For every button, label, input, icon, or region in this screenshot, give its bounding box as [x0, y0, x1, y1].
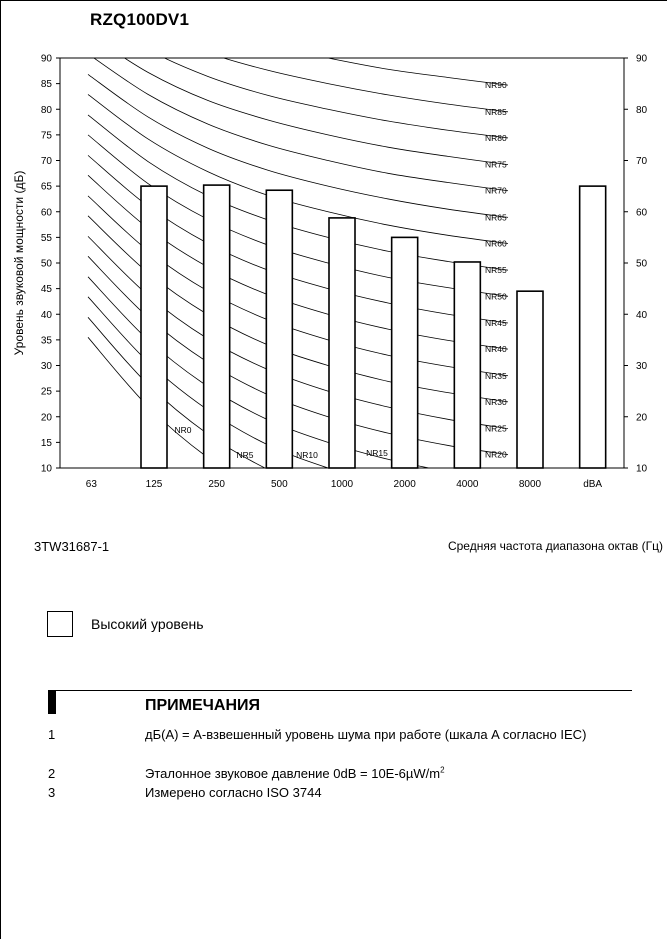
bar — [453, 261, 482, 469]
nr-curve — [222, 58, 509, 113]
nr-curve-label: NR35 — [485, 371, 507, 381]
note-text: Измерено согласно ISO 3744 — [145, 785, 322, 800]
nr-curve-label: NR45 — [485, 318, 507, 328]
nr-curve — [93, 58, 509, 192]
y-tick-label-left: 30 — [41, 361, 53, 372]
bar — [390, 236, 419, 469]
y-tick-label-left: 75 — [41, 130, 53, 141]
nr-curve-label: NR75 — [485, 160, 507, 170]
y-tick-label-right: 50 — [636, 259, 648, 270]
y-tick-label-left: 25 — [41, 387, 53, 398]
x-tick-label: 8000 — [519, 479, 542, 490]
y-tick-label-left: 70 — [41, 156, 53, 167]
bar — [265, 189, 294, 469]
y-tick-label-left: 55 — [41, 233, 53, 244]
y-tick-label-left: 80 — [41, 105, 53, 116]
y-tick-label-left: 85 — [41, 79, 53, 90]
note-number: 3 — [48, 785, 56, 800]
bar — [328, 217, 356, 469]
y-axis-title: Уровень звуковой мощности (дБ) — [12, 171, 26, 356]
note-text: Эталонное звуковое давление 0dB = 10E-6µ… — [145, 766, 625, 782]
bar — [578, 185, 607, 469]
x-tick-label: 125 — [146, 479, 163, 490]
bar — [202, 184, 231, 469]
note-text: дБ(A) = A-взвешенный уровень шума при ра… — [145, 727, 587, 742]
y-tick-label-left: 60 — [41, 207, 53, 218]
x-tick-label: 2000 — [394, 479, 417, 490]
notes-divider — [56, 690, 632, 691]
nr-curve-label: NR30 — [485, 397, 507, 407]
y-tick-label-left: 15 — [41, 438, 53, 449]
note-text-main: Эталонное звуковое давление 0dB = 10E-6µ… — [145, 766, 441, 781]
y-tick-label-left: 65 — [41, 182, 53, 193]
sound-power-chart: 10 15 20 25 30 35 40 45 50 55 60 65 70 75 80 85 90 10 20 30… — [12, 54, 648, 491]
nr-curve-label: NR60 — [485, 239, 507, 249]
y-tick-label-right: 10 — [636, 464, 648, 475]
nr-curve — [87, 74, 509, 218]
x-tick-label: 4000 — [456, 479, 479, 490]
nr-curve-label: NR25 — [485, 424, 507, 434]
y-tick-label-left: 50 — [41, 259, 53, 270]
x-axis-title: Средняя частота диапазона октав (Гц) — [447, 539, 663, 553]
nr-curve-label: NR65 — [485, 212, 507, 222]
nr-curve-label: NR50 — [485, 291, 507, 301]
nr-curve-label: NR85 — [485, 107, 507, 117]
y-tick-label-right: 90 — [636, 54, 648, 65]
document-code: 3TW31687-1 — [34, 539, 110, 554]
y-tick-label-left: 35 — [41, 335, 53, 346]
nr-curve-label: NR5 — [236, 450, 253, 460]
note-superscript: 2 — [440, 765, 445, 775]
y-tick-label-left: 10 — [41, 464, 53, 475]
x-tick-label: 1000 — [331, 479, 354, 490]
nr-curve-label: NR55 — [485, 265, 507, 275]
y-tick-label-right: 20 — [636, 412, 648, 423]
nr-curve — [123, 58, 509, 165]
note-number: 1 — [48, 727, 56, 742]
notes-heading: ПРИМЕЧАНИЯ — [145, 697, 261, 714]
x-tick-label: 63 — [86, 479, 98, 490]
bar — [516, 290, 544, 469]
chart-title: RZQ100DV1 — [90, 10, 190, 29]
y-tick-label-left: 90 — [41, 54, 53, 65]
nr-curve-label: NR80 — [485, 133, 507, 143]
y-tick-label-left: 45 — [41, 284, 53, 295]
y-tick-label-right: 80 — [636, 105, 648, 116]
nr-curve-label: NR0 — [174, 425, 191, 435]
y-tick-label-right: 60 — [636, 207, 648, 218]
x-tick-label: 500 — [271, 479, 288, 490]
legend-swatch — [47, 611, 73, 637]
y-tick-label-right: 40 — [636, 310, 648, 321]
nr-curve-label: NR40 — [485, 344, 507, 354]
y-tick-label-right: 30 — [636, 361, 648, 372]
nr-curve-label: NR15 — [366, 448, 388, 458]
y-tick-label-left: 40 — [41, 310, 53, 321]
y-tick-label-right: 70 — [636, 156, 648, 167]
nr-curve — [325, 58, 509, 86]
nr-curve-label: NR70 — [485, 186, 507, 196]
nr-curve-label: NR20 — [485, 450, 507, 460]
nr-curve-label: NR90 — [485, 80, 507, 90]
y-tick-label-left: 20 — [41, 412, 53, 423]
bar — [140, 185, 168, 469]
x-tick-label: 250 — [208, 479, 225, 490]
page-frame-left — [0, 0, 1, 939]
legend-label: Высокий уровень — [91, 616, 204, 632]
notes-marker — [48, 690, 56, 714]
note-number: 2 — [48, 766, 56, 781]
page-frame-top — [0, 0, 667, 1]
nr-curve-label: NR10 — [296, 450, 318, 460]
x-tick-label: dBA — [583, 479, 602, 490]
nr-curve — [163, 58, 509, 139]
